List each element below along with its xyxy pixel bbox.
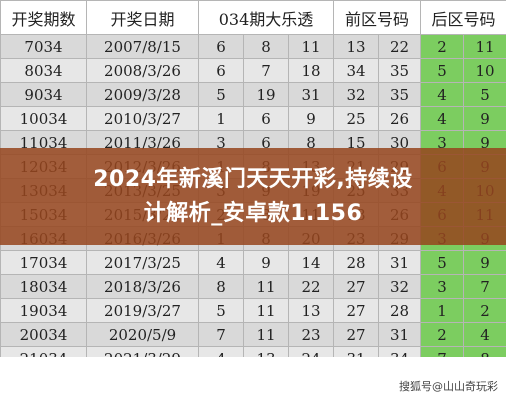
- cell-front-number: 31: [287, 82, 335, 107]
- cell-back-number: 5: [420, 58, 465, 83]
- cell-issue: 20034: [0, 322, 87, 347]
- cell-front-number: 22: [287, 274, 335, 299]
- cell-front-number: 7: [243, 58, 289, 83]
- title-banner: 2024年新溪门天天开彩,持续设 计解析_安卓款1.156: [0, 148, 506, 245]
- cell-front-number: 8: [243, 34, 289, 59]
- cell-front-number: 11: [243, 298, 289, 323]
- cell-back-number: 11: [463, 34, 506, 59]
- cell-back-number: 2: [420, 34, 465, 59]
- cell-front-number: 35: [378, 82, 422, 107]
- cell-front-number: 32: [333, 82, 380, 107]
- cell-front-number: 8: [198, 274, 244, 299]
- cell-front-number: 13: [287, 298, 335, 323]
- cell-front-number: 5: [198, 82, 244, 107]
- cell-back-number: 2: [463, 298, 506, 323]
- header-draw: 034期大乐透: [197, 0, 335, 35]
- cell-back-number: 4: [463, 322, 506, 347]
- cell-front-number: 11: [287, 34, 335, 59]
- cell-date: 2007/8/15: [86, 34, 199, 59]
- cell-issue: 18034: [0, 274, 87, 299]
- cell-back-number: 4: [420, 106, 465, 131]
- cell-front-number: 28: [378, 298, 422, 323]
- header-back: 后区号码: [420, 0, 506, 35]
- cell-date: 2008/3/26: [86, 58, 199, 83]
- cell-front-number: 11: [243, 274, 289, 299]
- header-row: 开奖期数 开奖日期 034期大乐透 前区号码 后区号码: [0, 0, 506, 35]
- cell-front-number: 25: [333, 106, 380, 131]
- cell-front-number: 27: [333, 322, 380, 347]
- cell-issue: 10034: [0, 106, 87, 131]
- banner-line-2: 计解析_安卓款1.156: [143, 200, 363, 226]
- table-row: 10034 2010/3/27 1 6 9 25 26 4 9: [0, 106, 506, 131]
- cell-front-number: 9: [243, 250, 289, 275]
- cell-front-number: 18: [287, 58, 335, 83]
- cell-front-number: 22: [378, 34, 422, 59]
- table-row: 17034 2017/3/25 4 9 14 28 31 5 9: [0, 250, 506, 275]
- cell-issue: 7034: [0, 34, 87, 59]
- cell-front-number: 1: [198, 106, 244, 131]
- cell-front-number: 11: [243, 322, 289, 347]
- cell-back-number: 5: [420, 250, 465, 275]
- cell-back-number: 7: [463, 274, 506, 299]
- header-front: 前区号码: [333, 0, 422, 35]
- bottom-strip: 搜狐号@山山奇玩彩: [0, 357, 506, 400]
- cell-front-number: 34: [333, 58, 380, 83]
- cell-front-number: 6: [243, 106, 289, 131]
- cell-front-number: 32: [378, 274, 422, 299]
- cell-front-number: 6: [198, 34, 244, 59]
- watermark: 搜狐号@山山奇玩彩: [399, 380, 498, 393]
- cell-date: 2020/5/9: [86, 322, 199, 347]
- cell-date: 2018/3/26: [86, 274, 199, 299]
- cell-front-number: 27: [333, 298, 380, 323]
- cell-front-number: 35: [378, 58, 422, 83]
- cell-date: 2019/3/27: [86, 298, 199, 323]
- cell-back-number: 9: [463, 106, 506, 131]
- cell-front-number: 26: [378, 106, 422, 131]
- cell-back-number: 3: [420, 274, 465, 299]
- table-row: 19034 2019/3/27 5 11 13 27 28 1 2: [0, 298, 506, 323]
- cell-back-number: 2: [420, 322, 465, 347]
- cell-front-number: 5: [198, 298, 244, 323]
- cell-front-number: 19: [243, 82, 289, 107]
- cell-front-number: 28: [333, 250, 380, 275]
- cell-front-number: 7: [198, 322, 244, 347]
- cell-front-number: 9: [287, 106, 335, 131]
- cell-back-number: 10: [463, 58, 506, 83]
- table-row: 20034 2020/5/9 7 11 23 27 31 2 4: [0, 322, 506, 347]
- cell-issue: 8034: [0, 58, 87, 83]
- cell-date: 2009/3/28: [86, 82, 199, 107]
- cell-back-number: 4: [420, 82, 465, 107]
- banner-line-1: 2024年新溪门天天开彩,持续设: [93, 166, 413, 192]
- header-issue: 开奖期数: [0, 0, 87, 35]
- cell-date: 2010/3/27: [86, 106, 199, 131]
- cell-back-number: 1: [420, 298, 465, 323]
- cell-issue: 9034: [0, 82, 87, 107]
- cell-date: 2017/3/25: [86, 250, 199, 275]
- header-date: 开奖日期: [86, 0, 199, 35]
- cell-front-number: 4: [198, 250, 244, 275]
- cell-front-number: 23: [287, 322, 335, 347]
- cell-back-number: 5: [463, 82, 506, 107]
- table-row: 18034 2018/3/26 8 11 22 27 32 3 7: [0, 274, 506, 299]
- cell-issue: 17034: [0, 250, 87, 275]
- table-row: 8034 2008/3/26 6 7 18 34 35 5 10: [0, 58, 506, 83]
- table-row: 9034 2009/3/28 5 19 31 32 35 4 5: [0, 82, 506, 107]
- cell-front-number: 14: [287, 250, 335, 275]
- cell-front-number: 13: [333, 34, 380, 59]
- cell-front-number: 6: [198, 58, 244, 83]
- cell-front-number: 31: [378, 250, 422, 275]
- cell-front-number: 27: [333, 274, 380, 299]
- cell-issue: 19034: [0, 298, 87, 323]
- cell-back-number: 9: [463, 250, 506, 275]
- table-row: 7034 2007/8/15 6 8 11 13 22 2 11: [0, 34, 506, 59]
- cell-front-number: 31: [378, 322, 422, 347]
